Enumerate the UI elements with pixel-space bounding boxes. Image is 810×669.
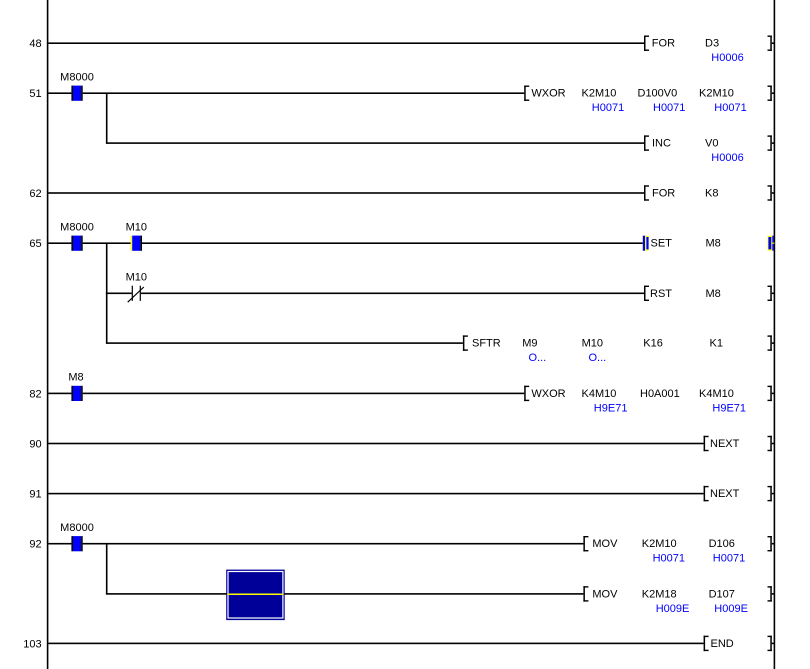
svg-text:NEXT: NEXT [710,488,740,500]
svg-text:H0071: H0071 [653,553,685,565]
svg-text:92: 92 [29,539,41,551]
svg-text:H0A001: H0A001 [640,388,680,400]
svg-text:65: 65 [29,238,41,250]
svg-text:K16: K16 [643,338,663,350]
svg-text:O...: O... [589,352,607,364]
svg-text:K1: K1 [710,338,723,350]
svg-text:D3: D3 [705,38,719,50]
svg-text:M10: M10 [126,272,147,284]
svg-text:O...: O... [529,352,547,364]
svg-text:END: END [711,638,734,650]
svg-text:H0071: H0071 [653,102,685,114]
svg-text:MOV: MOV [592,588,618,600]
svg-text:82: 82 [29,388,41,400]
svg-text:M8000: M8000 [60,522,94,534]
svg-text:K2M10: K2M10 [642,538,677,550]
svg-text:K2M10: K2M10 [699,88,734,100]
svg-text:NEXT: NEXT [710,438,740,450]
svg-text:K4M10: K4M10 [582,388,617,400]
svg-text:62: 62 [29,188,41,200]
svg-text:V0: V0 [705,138,718,150]
svg-text:H009E: H009E [656,603,690,615]
svg-text:M8000: M8000 [60,71,94,83]
svg-text:H0006: H0006 [711,152,743,164]
svg-text:M8: M8 [706,238,721,250]
svg-text:RST: RST [650,288,672,300]
svg-text:M10: M10 [582,338,603,350]
svg-text:90: 90 [29,439,41,451]
svg-text:SET: SET [651,238,673,250]
svg-text:H009E: H009E [714,603,748,615]
svg-text:WXOR: WXOR [531,88,565,100]
svg-text:INC: INC [652,138,671,150]
svg-text:K4M10: K4M10 [699,388,734,400]
svg-text:H0071: H0071 [713,553,745,565]
svg-text:M9: M9 [522,338,537,350]
svg-text:D106: D106 [709,538,735,550]
svg-text:H0006: H0006 [711,52,743,64]
svg-text:D100V0: D100V0 [638,88,678,100]
svg-text:FOR: FOR [652,38,675,50]
svg-text:M10: M10 [126,221,147,233]
svg-text:48: 48 [29,38,41,50]
svg-text:D107: D107 [709,588,735,600]
svg-text:K2M10: K2M10 [582,88,617,100]
svg-text:M8: M8 [706,288,721,300]
svg-text:WXOR: WXOR [531,388,565,400]
svg-text:K8: K8 [705,188,718,200]
svg-text:M8: M8 [68,372,83,384]
svg-text:MOV: MOV [592,538,618,550]
svg-text:SFTR: SFTR [472,338,501,350]
svg-text:51: 51 [29,88,41,100]
svg-text:H0071: H0071 [592,102,624,114]
svg-text:H9E71: H9E71 [594,402,628,414]
svg-text:103: 103 [23,638,41,650]
svg-text:K2M18: K2M18 [642,588,677,600]
svg-text:FOR: FOR [652,188,675,200]
svg-text:91: 91 [29,489,41,501]
svg-text:H0071: H0071 [714,102,746,114]
svg-text:M8000: M8000 [60,221,94,233]
svg-text:H9E71: H9E71 [712,402,746,414]
